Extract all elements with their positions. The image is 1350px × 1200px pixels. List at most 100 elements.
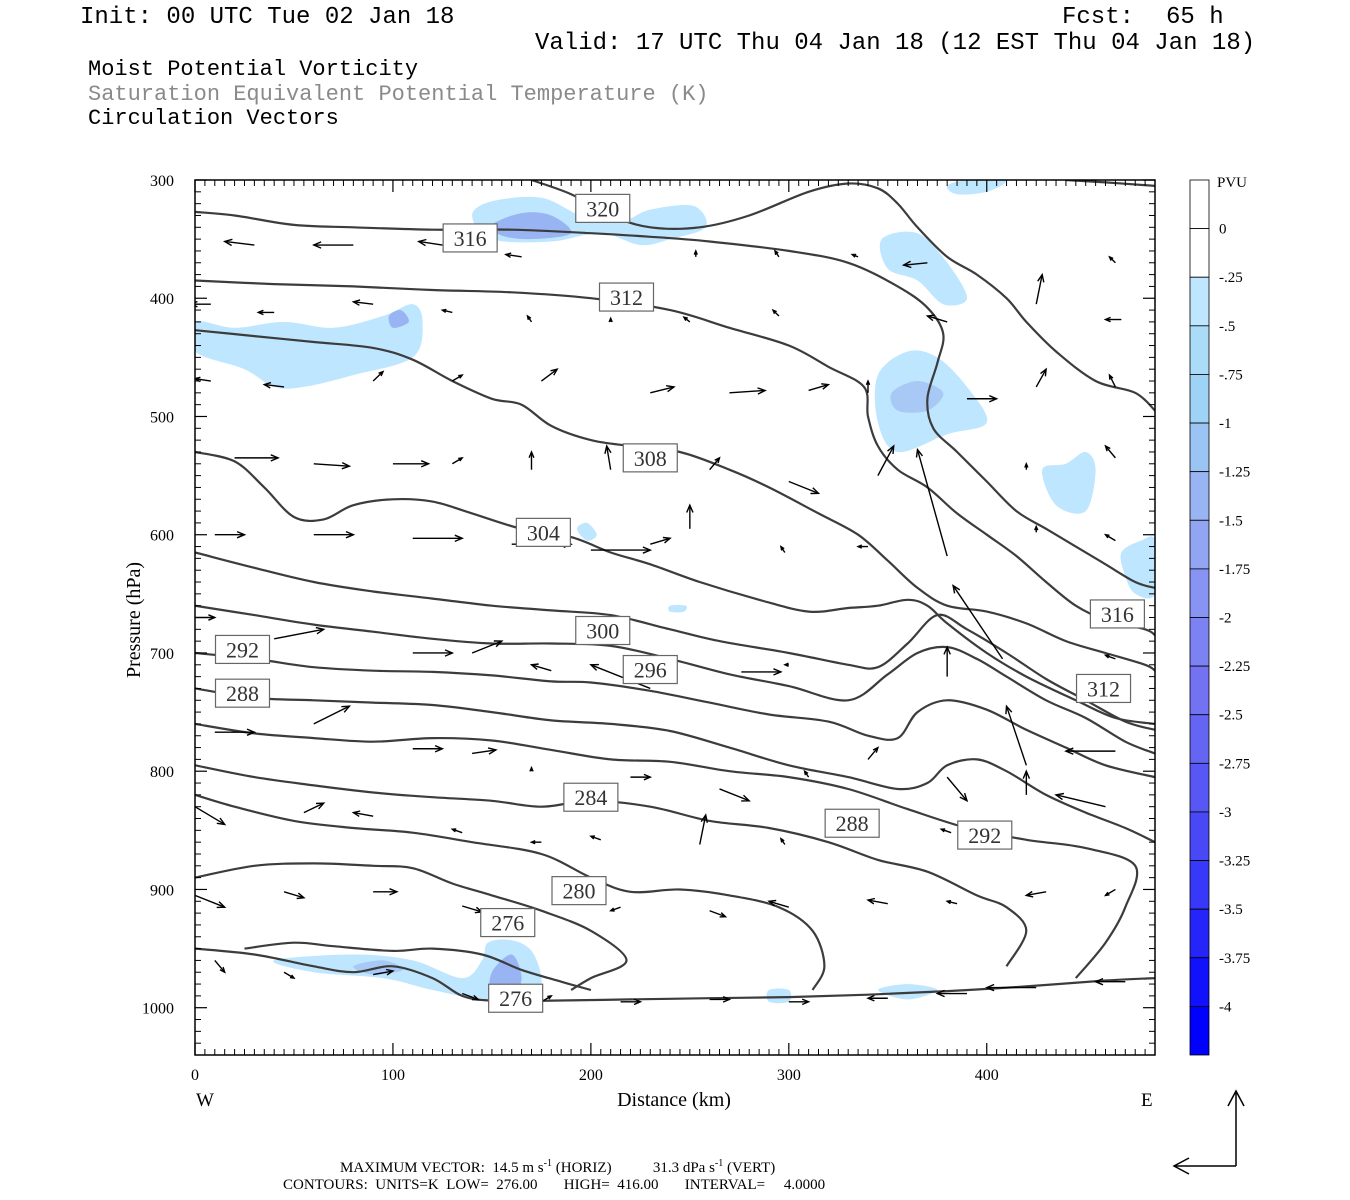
vector-head	[901, 260, 912, 269]
circulation-vector	[372, 370, 385, 382]
circulation-vector	[529, 839, 542, 845]
circulation-vector	[856, 544, 868, 549]
circulation-vector	[604, 444, 612, 470]
vector-shaft	[729, 389, 766, 394]
vector-shaft	[264, 383, 285, 388]
pv-patch-9	[1120, 536, 1155, 599]
vector-head	[1108, 255, 1114, 261]
circulation-vector	[783, 662, 789, 668]
vector-head	[529, 839, 536, 845]
contour-label: 320	[575, 193, 631, 223]
pv-patch-6	[879, 231, 968, 306]
pv-patch-12	[273, 939, 543, 1005]
vector-shaft	[462, 905, 483, 913]
colorbar-label: -2	[1219, 611, 1232, 627]
vector-head	[262, 381, 272, 389]
contour-label-box	[824, 808, 880, 838]
vector-head	[773, 668, 783, 676]
colorbar-label: -1.5	[1219, 513, 1243, 529]
pv-patch-3	[388, 309, 409, 328]
max-horiz-exp: -1	[543, 1158, 552, 1169]
vector-shaft	[274, 628, 324, 640]
vector-head	[351, 299, 361, 306]
vector-shaft	[303, 802, 324, 814]
vector-shaft	[916, 449, 948, 557]
theta-e-contour-296	[195, 687, 1155, 844]
vector-head	[289, 974, 296, 979]
contour-label-layer: 320 316 312 308 304 300 296 292 288 284 288 292 280 2…	[214, 193, 1145, 1013]
contour-label: 280	[551, 876, 607, 906]
theta-e-contour-276	[244, 941, 592, 992]
vector-shaft	[946, 776, 968, 802]
vector-shaft	[1035, 274, 1043, 305]
field-vectors-title: Circulation Vectors	[88, 106, 339, 131]
colorbar-swatch	[1189, 860, 1210, 910]
circulation-vector	[313, 530, 356, 539]
vector-head	[458, 457, 464, 462]
circulation-vector	[540, 368, 559, 382]
contour-label-box	[598, 282, 655, 312]
circulation-vector	[719, 788, 751, 802]
vector-shaft	[1108, 374, 1117, 388]
contour-label-text: 308	[634, 446, 667, 471]
contour-label-text: 320	[586, 196, 619, 221]
circulation-vector	[1024, 890, 1047, 898]
axes: 300 400 500 600 700 800 900 1000 0 100 200 300 400	[142, 173, 1155, 1084]
vector-head	[887, 444, 895, 455]
circulation-vector	[471, 640, 504, 654]
vector-head	[550, 368, 559, 376]
vector-head	[1034, 524, 1039, 531]
vector-head	[714, 456, 721, 464]
circulation-vector	[1108, 373, 1117, 388]
vector-head	[454, 534, 465, 543]
x-axis-label: Distance (km)	[617, 1089, 731, 1111]
circulation-vector	[214, 728, 257, 736]
vector-shaft	[195, 894, 225, 908]
colorbar-swatch	[1189, 908, 1210, 959]
circulation-vector	[650, 385, 676, 394]
contour-label-box	[214, 634, 271, 665]
vector-head	[547, 995, 553, 1000]
theta-e-contour-292	[195, 722, 1139, 979]
vector-head	[256, 309, 264, 316]
vector-head	[935, 989, 945, 998]
circulation-vector	[620, 998, 643, 1006]
contour-label-text: 304	[527, 520, 560, 545]
vector-shaft	[372, 371, 384, 382]
colorbar-swatch	[1189, 325, 1210, 375]
circulation-vector	[939, 828, 952, 834]
vector-shaft	[1055, 794, 1106, 808]
vector-head	[529, 765, 534, 772]
colorbar-swatch	[1189, 1005, 1210, 1056]
vector-head	[609, 907, 615, 912]
circulation-vector	[351, 810, 374, 817]
max-horiz-tag: (HORIZ)	[555, 1160, 612, 1176]
contour-label: 316	[442, 223, 498, 253]
y-tick-label: 300	[150, 173, 174, 190]
contour-label-box	[515, 517, 571, 547]
y-tick-label: 600	[150, 528, 174, 545]
vector-head	[416, 238, 427, 247]
circulation-vector	[416, 238, 443, 247]
theta-e-contour-320	[195, 279, 1155, 637]
circulation-vector	[630, 773, 653, 781]
vector-head	[939, 828, 946, 833]
colorbar-swatch	[1189, 762, 1210, 813]
colorbar-label: -.5	[1219, 319, 1235, 335]
circulation-vector	[256, 309, 275, 316]
vector-head	[1103, 316, 1111, 323]
forecast-hours: 65 h	[1166, 4, 1224, 31]
circulation-vector	[682, 316, 691, 323]
theta-e-contour-328	[531, 180, 1155, 412]
colorbar-swatch	[1189, 714, 1210, 764]
vector-head	[450, 828, 457, 833]
contour-label: 284	[563, 782, 619, 812]
vector-head	[1103, 891, 1110, 897]
contour-label: 312	[1075, 673, 1132, 704]
circulation-vector	[526, 314, 533, 323]
circulation-vector	[589, 835, 602, 841]
contour-label-text: 284	[574, 785, 607, 810]
vector-head	[1037, 272, 1045, 283]
circulation-vector	[195, 806, 227, 826]
vector-head	[771, 308, 777, 315]
